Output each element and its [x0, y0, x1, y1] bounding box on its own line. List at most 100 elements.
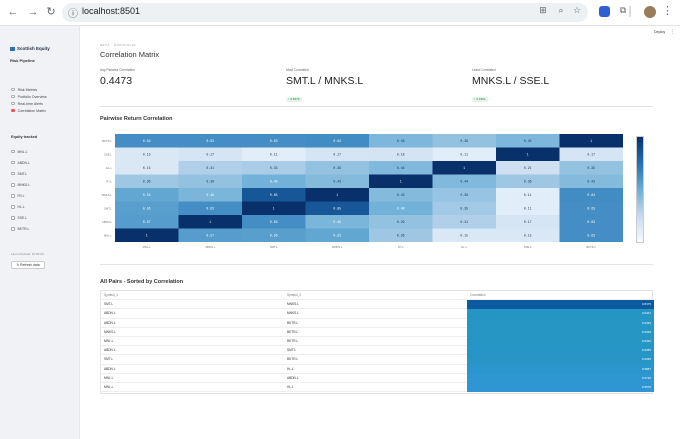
deploy-button[interactable]: Deploy	[654, 30, 666, 34]
table-row[interactable]: MNKS.L BKTR.L 0.6336	[101, 327, 654, 337]
reload-icon[interactable]: ↻	[46, 6, 56, 18]
checkbox-icon[interactable]	[11, 216, 15, 220]
heatmap-cell[interactable]	[369, 188, 433, 202]
checkbox-icon[interactable]	[11, 149, 15, 154]
nav-correlation-matrix[interactable]: Correlation Matrix	[11, 107, 47, 114]
heatmap-cell[interactable]	[305, 174, 370, 189]
heatmap-cell[interactable]	[305, 134, 370, 148]
heatmap-cell[interactable]	[559, 174, 624, 189]
table-row[interactable]: MNL.L BKTR.L 0.6320	[101, 337, 654, 347]
heatmap-cell[interactable]	[369, 174, 433, 189]
nav-real-time-alerts[interactable]: Real-time Alerts	[11, 100, 47, 107]
nav-portfolio-overview[interactable]: Portfolio Overview	[11, 93, 47, 100]
app-menu-icon[interactable]: ⋮	[670, 29, 675, 35]
heatmap-cell[interactable]	[369, 161, 433, 175]
heatmap-cell[interactable]	[496, 134, 560, 148]
heatmap-cell[interactable]	[305, 215, 370, 229]
heatmap-cell[interactable]	[305, 201, 370, 216]
heatmap-cell[interactable]	[496, 201, 560, 216]
heatmap-cell[interactable]	[242, 147, 306, 162]
heatmap-cell[interactable]	[178, 201, 243, 216]
table-row[interactable]: SMT.L MNKS.L 0.8475	[101, 300, 654, 310]
heatmap-cell[interactable]	[115, 161, 179, 175]
table-row[interactable]: SMT.L BKTR.L 0.6265	[101, 355, 654, 365]
table-row[interactable]: ABDN.L HL.L 0.5887	[101, 364, 654, 374]
heatmap-cell[interactable]	[432, 188, 497, 202]
translate-icon[interactable]: ⊞	[539, 5, 547, 15]
heatmap-cell[interactable]	[115, 174, 179, 189]
heatmap-cell[interactable]	[432, 215, 497, 229]
heatmap-cell[interactable]	[178, 161, 243, 175]
pairs-table[interactable]: Symbol_1 Symbol_2 Correlation SMT.L MNKS.L 0.…	[100, 290, 654, 394]
heatmap-cell[interactable]	[496, 174, 560, 189]
ticker-item[interactable]: BKTR.L	[11, 224, 30, 235]
heatmap-cell[interactable]	[496, 188, 560, 202]
heatmap-cell[interactable]	[178, 188, 243, 202]
heatmap-cell[interactable]	[432, 147, 497, 162]
checkbox-icon[interactable]	[11, 171, 15, 176]
table-row[interactable]: ABDN.L BKTR.L 0.6339	[101, 318, 654, 328]
heatmap-cell[interactable]	[242, 161, 306, 175]
ticker-item[interactable]: SMT.L	[11, 168, 30, 179]
ticker-item[interactable]: ABDN.L	[11, 157, 30, 168]
ticker-item[interactable]: MNKS.L	[11, 179, 30, 190]
table-row[interactable]: ABDN.L MNKS.L 0.6427	[101, 309, 654, 319]
heatmap-cell[interactable]	[305, 228, 370, 243]
heatmap-cell[interactable]	[115, 188, 179, 202]
heatmap-cell[interactable]	[496, 215, 560, 229]
heatmap-cell[interactable]	[496, 228, 560, 243]
checkbox-icon[interactable]	[11, 227, 15, 231]
heatmap-cell[interactable]	[432, 134, 497, 148]
heatmap-cell[interactable]	[369, 228, 433, 243]
heatmap-cell[interactable]	[115, 228, 179, 243]
radio-icon[interactable]	[11, 101, 15, 106]
heatmap-cell[interactable]	[305, 161, 370, 175]
heatmap-cell[interactable]	[496, 147, 560, 162]
heatmap-cell[interactable]	[115, 134, 179, 148]
heatmap-cell[interactable]	[432, 161, 497, 175]
heatmap-cell[interactable]	[115, 201, 179, 216]
table-row[interactable]: MNL.L ABDN.L 0.5710	[101, 373, 654, 383]
ticker-item[interactable]: RY.L	[11, 190, 30, 201]
heatmap-cell[interactable]	[242, 215, 306, 229]
column-header[interactable]: Symbol_1	[104, 293, 119, 297]
heatmap-cell[interactable]	[369, 201, 433, 216]
back-icon[interactable]: ←	[7, 6, 19, 18]
heatmap-cell[interactable]	[178, 174, 243, 189]
forward-icon[interactable]: →	[27, 6, 39, 18]
heatmap-cell[interactable]	[115, 147, 179, 162]
heatmap-cell[interactable]	[178, 134, 243, 148]
table-row[interactable]: ABDN.L SMT.L 0.6285	[101, 346, 654, 356]
heatmap-cell[interactable]	[432, 228, 497, 243]
heatmap-cell[interactable]	[369, 147, 433, 162]
ticker-item[interactable]: SSE.L	[11, 213, 30, 224]
address-bar[interactable]: ⓘ localhost:8501	[62, 3, 588, 22]
heatmap-cell[interactable]	[242, 174, 306, 189]
ticker-item[interactable]: HL.L	[11, 201, 30, 212]
column-header[interactable]: Symbol_2	[287, 293, 302, 297]
extensions-puzzle-icon[interactable]: ⧉	[619, 5, 627, 15]
heatmap-cell[interactable]	[242, 188, 306, 202]
radio-icon[interactable]	[11, 87, 15, 92]
heatmap-cell[interactable]	[559, 215, 624, 229]
heatmap-cell[interactable]	[496, 161, 560, 175]
correlation-heatmap[interactable]: BKTR.L 0.63 0.63 0.63 0.64 0.45 0.39 0.45 1 SSE.L…	[80, 26, 680, 266]
heatmap-cell[interactable]	[242, 134, 306, 148]
table-row[interactable]: MNL.L HL.L 0.5576	[101, 383, 654, 393]
heatmap-cell[interactable]	[178, 228, 243, 243]
heatmap-cell[interactable]	[559, 134, 624, 148]
refresh-data-button[interactable]: ↻ Refresh data	[11, 261, 45, 269]
checkbox-icon[interactable]	[11, 183, 15, 187]
checkbox-icon[interactable]	[11, 194, 15, 198]
zoom-icon[interactable]: ⌕	[558, 5, 564, 15]
heatmap-cell[interactable]	[178, 147, 243, 162]
heatmap-cell[interactable]	[559, 201, 624, 216]
site-info-icon[interactable]: ⓘ	[68, 9, 78, 20]
heatmap-cell[interactable]	[559, 147, 624, 162]
bookmark-star-icon[interactable]: ☆	[572, 5, 582, 15]
nav-risk-metrics[interactable]: Risk Metrics	[11, 86, 47, 93]
heatmap-cell[interactable]	[242, 228, 306, 243]
heatmap-cell[interactable]	[432, 174, 497, 189]
heatmap-cell[interactable]	[559, 161, 624, 175]
heatmap-cell[interactable]	[242, 201, 306, 216]
